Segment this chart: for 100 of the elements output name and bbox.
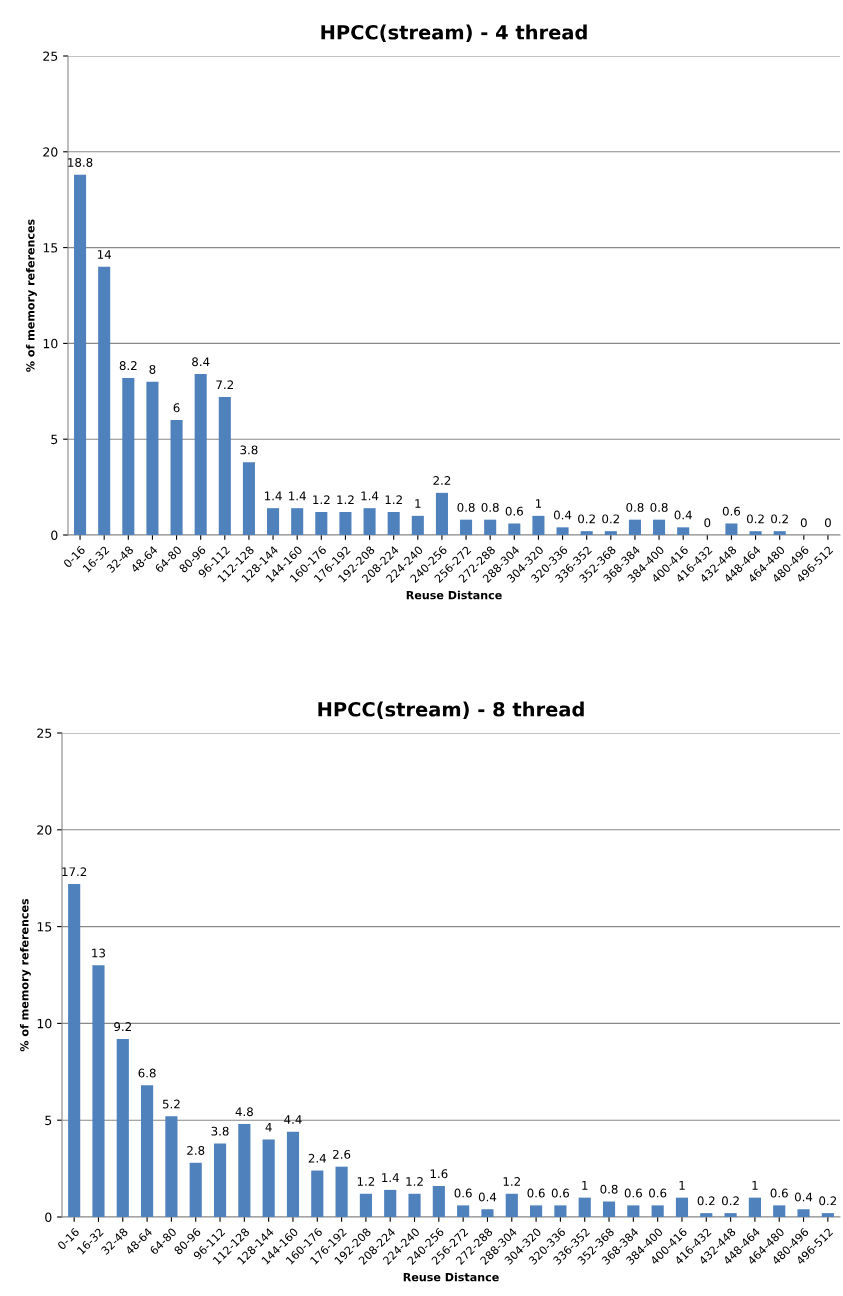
data-label: 0.2 <box>721 1196 739 1206</box>
bar <box>141 1085 154 1217</box>
bar <box>432 1186 445 1217</box>
bar <box>267 508 280 535</box>
data-label: 0.6 <box>624 1188 642 1198</box>
y-tick-label: 0 <box>45 1212 52 1222</box>
data-label: 18.8 <box>68 158 93 167</box>
data-label: 0.8 <box>600 1184 618 1194</box>
data-label: 2.6 <box>333 1149 351 1159</box>
data-label: 0.6 <box>722 506 741 516</box>
y-tick-label: 0 <box>51 530 58 540</box>
bar <box>653 519 666 535</box>
bar <box>170 420 183 535</box>
bar <box>481 1209 494 1217</box>
bar <box>532 515 545 535</box>
data-label: 3.8 <box>240 445 258 455</box>
bar <box>339 512 352 535</box>
bar <box>116 1038 129 1217</box>
data-label: 0.8 <box>481 502 499 512</box>
bar <box>262 1139 275 1217</box>
bar <box>821 1213 834 1217</box>
data-label: 0.2 <box>602 514 620 524</box>
bar <box>797 1209 810 1217</box>
x-axis-title: Reuse Distance <box>403 1272 499 1282</box>
bar <box>122 377 135 535</box>
y-axis-title: % of memory references <box>19 898 31 1052</box>
bar <box>578 1197 591 1217</box>
bar <box>508 523 521 535</box>
bar <box>773 1205 786 1217</box>
bar <box>457 1205 470 1217</box>
data-label: 0.4 <box>553 510 572 520</box>
bar <box>651 1205 664 1217</box>
bar <box>315 512 328 535</box>
bar <box>387 512 400 535</box>
x-axis-title: Reuse Distance <box>406 590 502 600</box>
bar <box>146 381 159 535</box>
bar <box>675 1197 689 1217</box>
data-label: 1.2 <box>357 1177 375 1186</box>
data-label: 4.8 <box>235 1107 253 1117</box>
data-label: 17.2 <box>62 867 87 876</box>
data-label: 6.8 <box>138 1068 156 1078</box>
data-label: 0.6 <box>770 1188 788 1198</box>
bar <box>98 266 111 535</box>
bar <box>291 508 304 535</box>
bar <box>408 1193 421 1217</box>
data-label: 1.2 <box>337 495 354 504</box>
bar <box>363 508 376 535</box>
data-label: 1.2 <box>503 1177 520 1186</box>
bar <box>700 1213 713 1217</box>
y-tick-label: 5 <box>51 434 58 445</box>
data-label: 0.6 <box>551 1188 570 1198</box>
data-label: 0 <box>800 518 807 528</box>
data-label: 6 <box>173 403 180 413</box>
y-tick-label: 10 <box>37 1018 52 1029</box>
data-label: 8 <box>149 364 156 374</box>
data-label: 1.2 <box>385 495 402 504</box>
data-label: 2.8 <box>187 1146 205 1155</box>
y-tick-label: 25 <box>43 51 58 61</box>
bar <box>484 519 497 535</box>
bar <box>189 1162 202 1217</box>
data-label: 1.4 <box>361 491 379 501</box>
data-label: 1.4 <box>264 491 282 501</box>
data-label: 0.8 <box>626 502 644 512</box>
data-label: 1 <box>535 499 542 508</box>
data-label: 2.4 <box>308 1153 327 1163</box>
data-label: 0 <box>704 518 711 528</box>
bar <box>286 1131 300 1217</box>
data-label: 0.2 <box>578 514 595 524</box>
y-tick-label: 25 <box>37 728 52 738</box>
bar <box>554 1205 567 1217</box>
chart-title: HPCC(stream) - 8 thread <box>318 701 584 719</box>
data-label: 4.4 <box>284 1115 302 1124</box>
data-label: 4 <box>265 1122 272 1132</box>
bar <box>435 492 448 535</box>
bar <box>677 527 690 535</box>
data-label: 0 <box>824 518 831 528</box>
data-label: 1.4 <box>382 1173 399 1182</box>
y-tick-label: 20 <box>43 147 58 157</box>
data-label: 0.2 <box>771 514 788 524</box>
bar <box>556 527 569 535</box>
data-label: 0.2 <box>697 1196 715 1206</box>
bar <box>194 374 207 535</box>
bar <box>460 519 473 535</box>
data-label: 8.4 <box>192 357 210 367</box>
y-tick-label: 15 <box>43 243 58 253</box>
bar <box>92 965 105 1217</box>
bar <box>748 1197 761 1217</box>
bar <box>165 1116 178 1217</box>
y-tick-label: 10 <box>43 338 58 349</box>
data-label: 1.2 <box>406 1177 423 1186</box>
data-label: 0.4 <box>478 1192 497 1202</box>
bar <box>530 1205 543 1217</box>
bar <box>580 531 593 535</box>
bar <box>773 531 786 535</box>
bar <box>505 1193 518 1217</box>
data-label: 5.2 <box>162 1099 180 1109</box>
bar <box>68 884 81 1217</box>
bar <box>238 1124 251 1217</box>
data-label: 14 <box>97 250 112 259</box>
y-tick-label: 15 <box>37 922 52 932</box>
